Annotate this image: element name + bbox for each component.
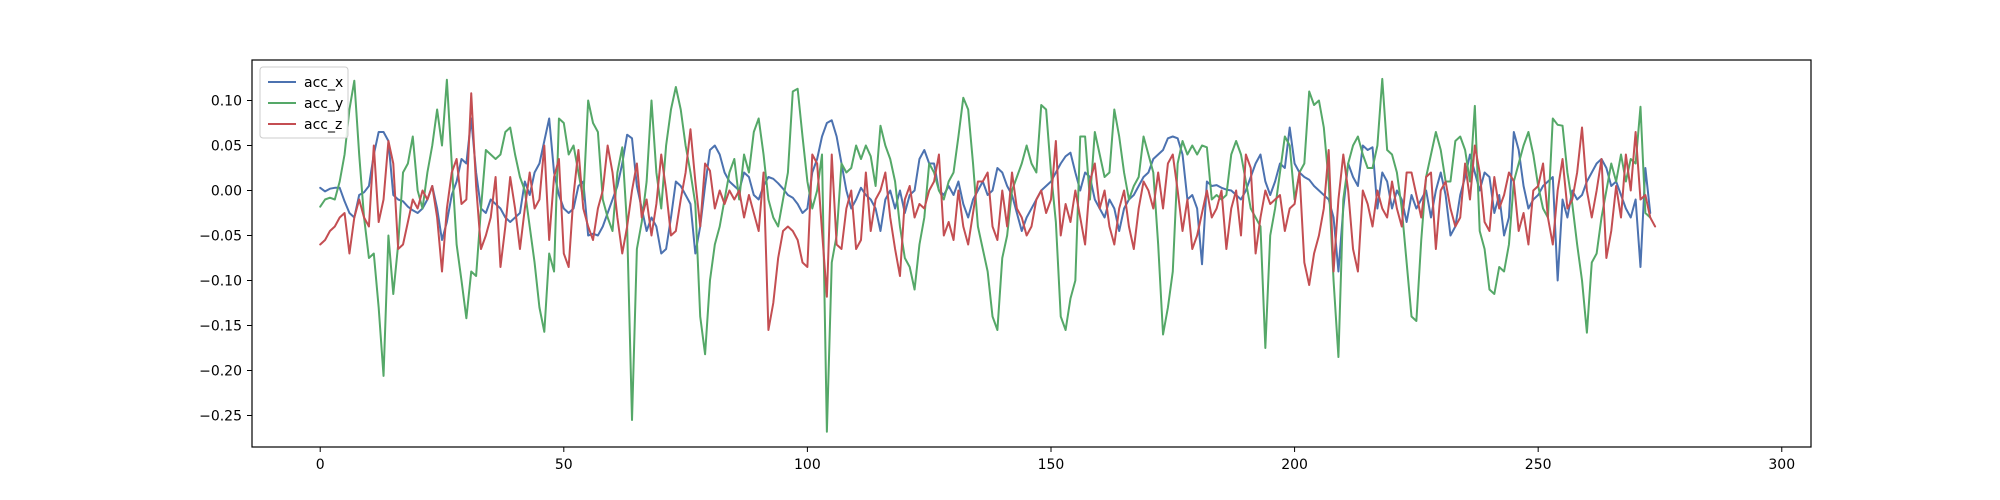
- y-axis: 0.10 0.05 0.00 −0.05 −0.10 −0.15 −0.20 −0.25: [199, 94, 252, 425]
- legend-label-acc-y: acc_y: [304, 96, 343, 112]
- series-line-acc-x: [319, 117, 1652, 282]
- y-tick-label: 0.00: [211, 184, 242, 200]
- y-tick-label: −0.15: [199, 319, 242, 335]
- legend-label-acc-z: acc_z: [304, 117, 342, 133]
- x-tick-label: 150: [1038, 457, 1065, 473]
- x-axis: 0 50 100 150 200 250 300: [316, 447, 1795, 473]
- series-line-acc-y: [319, 77, 1652, 433]
- series-line-acc-z: [319, 92, 1657, 331]
- x-tick-label: 300: [1768, 457, 1795, 473]
- legend-label-acc-x: acc_x: [304, 75, 343, 91]
- plot-lines: [319, 77, 1657, 433]
- y-tick-label: 0.10: [211, 94, 242, 110]
- x-tick-label: 100: [794, 457, 821, 473]
- legend-box: [259, 66, 349, 139]
- x-tick-label: 50: [555, 457, 573, 473]
- x-tick-label: 200: [1281, 457, 1308, 473]
- y-tick-label: −0.25: [199, 409, 242, 425]
- legend: acc_x acc_y acc_z: [259, 66, 349, 139]
- y-tick-label: −0.20: [199, 364, 242, 380]
- x-tick-label: 250: [1525, 457, 1552, 473]
- y-tick-label: −0.10: [199, 274, 242, 290]
- axes-frame: [251, 59, 1812, 448]
- y-tick-label: −0.05: [199, 229, 242, 245]
- x-tick-label: 0: [316, 457, 325, 473]
- y-tick-label: 0.05: [211, 139, 242, 155]
